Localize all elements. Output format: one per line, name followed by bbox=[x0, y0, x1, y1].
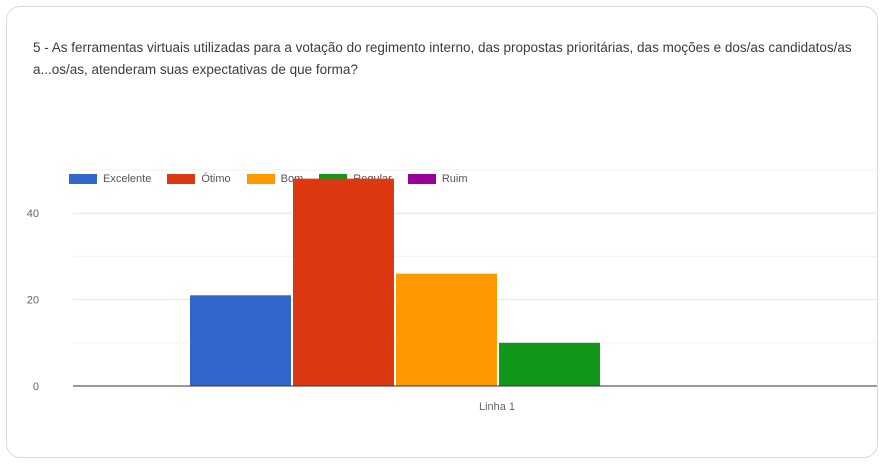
y-tick-label-0: 0 bbox=[33, 381, 39, 393]
bar-regular bbox=[499, 342, 600, 386]
chart-plot-area: 0 20 40 Linha 1 bbox=[27, 169, 877, 413]
bar-excelente bbox=[190, 295, 291, 386]
legend-swatch-bom bbox=[246, 174, 275, 184]
legend-item-ruim[interactable]: Ruim bbox=[407, 173, 468, 185]
legend-swatch-ruim bbox=[407, 174, 436, 184]
legend-label-otimo: Ótimo bbox=[201, 173, 231, 185]
legend-item-excelente[interactable]: Excelente bbox=[69, 173, 151, 185]
legend-swatch-otimo bbox=[167, 174, 196, 184]
y-tick-label-40: 40 bbox=[27, 208, 39, 220]
legend-swatch-excelente bbox=[69, 174, 97, 184]
bar-otimo bbox=[293, 178, 394, 386]
chart-card: 5 - As ferramentas virtuais utilizadas p… bbox=[6, 6, 878, 458]
y-tick-label-20: 20 bbox=[27, 295, 39, 307]
x-tick-label-0: Linha 1 bbox=[479, 401, 515, 413]
chart-title: 5 - As ferramentas virtuais utilizadas p… bbox=[33, 40, 852, 77]
legend-label-excelente: Excelente bbox=[103, 173, 152, 185]
legend-label-ruim: Ruim bbox=[441, 173, 468, 185]
bar-bom bbox=[396, 273, 497, 386]
legend-item-otimo[interactable]: Ótimo bbox=[167, 173, 231, 185]
